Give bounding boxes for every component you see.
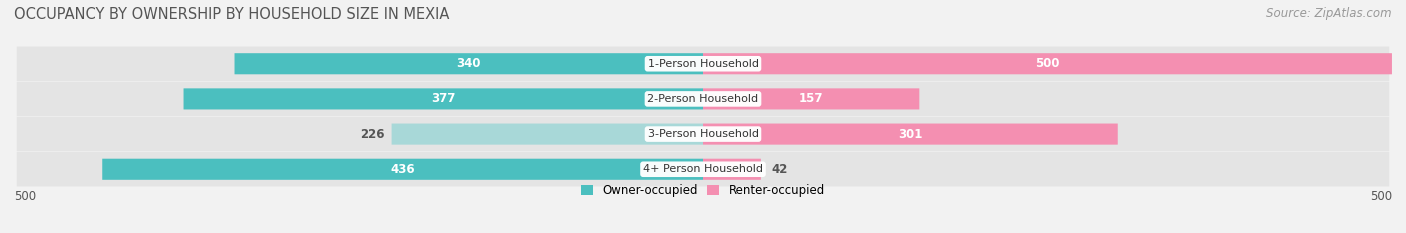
FancyBboxPatch shape <box>17 82 1389 116</box>
FancyBboxPatch shape <box>392 123 703 145</box>
FancyBboxPatch shape <box>703 159 761 180</box>
Text: 340: 340 <box>457 57 481 70</box>
FancyBboxPatch shape <box>17 152 1389 186</box>
Text: 500: 500 <box>1369 190 1392 203</box>
Text: OCCUPANCY BY OWNERSHIP BY HOUSEHOLD SIZE IN MEXIA: OCCUPANCY BY OWNERSHIP BY HOUSEHOLD SIZE… <box>14 7 450 22</box>
Text: 436: 436 <box>391 163 415 176</box>
Text: 500: 500 <box>1035 57 1060 70</box>
Text: 500: 500 <box>14 190 37 203</box>
FancyBboxPatch shape <box>703 123 1118 145</box>
FancyBboxPatch shape <box>703 88 920 110</box>
FancyBboxPatch shape <box>235 53 703 74</box>
FancyBboxPatch shape <box>17 117 1389 151</box>
Text: 377: 377 <box>432 93 456 105</box>
Legend: Owner-occupied, Renter-occupied: Owner-occupied, Renter-occupied <box>581 184 825 197</box>
Text: 226: 226 <box>360 128 385 140</box>
Text: 3-Person Household: 3-Person Household <box>648 129 758 139</box>
Text: 42: 42 <box>772 163 789 176</box>
Text: 1-Person Household: 1-Person Household <box>648 59 758 69</box>
FancyBboxPatch shape <box>184 88 703 110</box>
Text: 157: 157 <box>799 93 824 105</box>
Text: 4+ Person Household: 4+ Person Household <box>643 164 763 174</box>
Text: 2-Person Household: 2-Person Household <box>647 94 759 104</box>
Text: Source: ZipAtlas.com: Source: ZipAtlas.com <box>1267 7 1392 20</box>
FancyBboxPatch shape <box>103 159 703 180</box>
FancyBboxPatch shape <box>17 47 1389 81</box>
FancyBboxPatch shape <box>703 53 1392 74</box>
Text: 301: 301 <box>898 128 922 140</box>
